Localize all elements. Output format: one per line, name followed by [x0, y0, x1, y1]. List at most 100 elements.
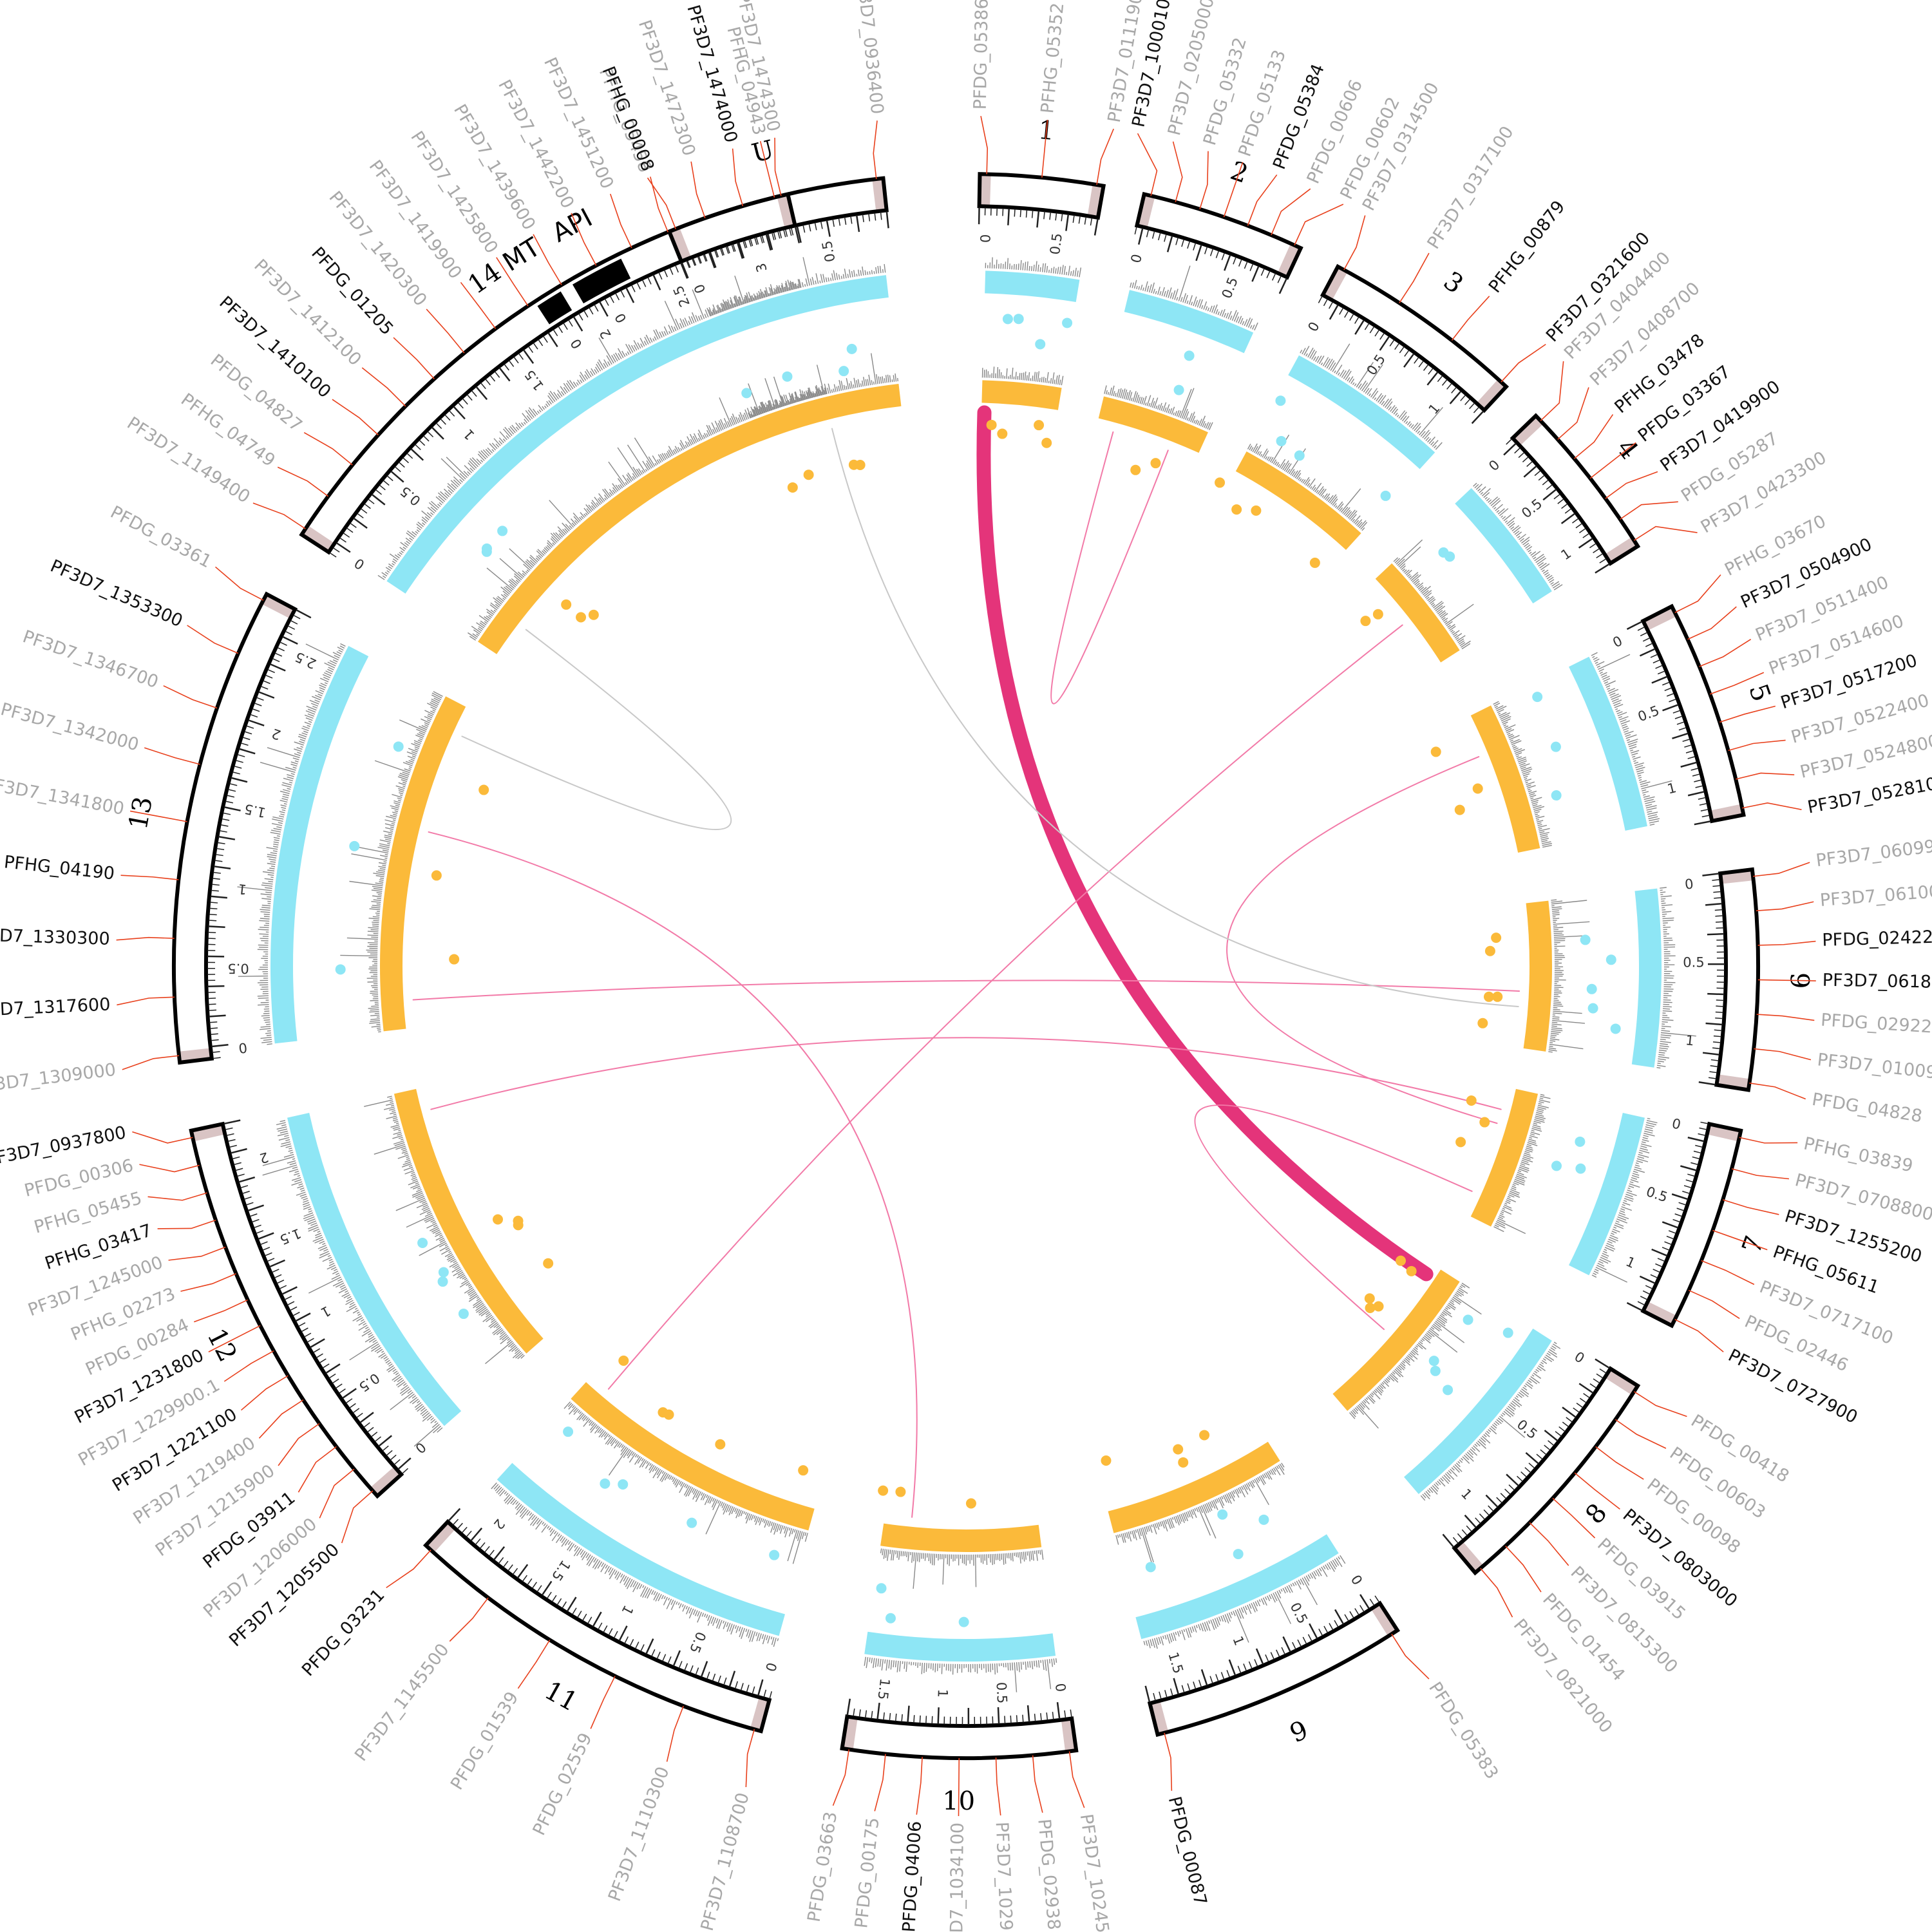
tick-mark [1701, 815, 1710, 818]
tick-mark [419, 439, 426, 446]
tick-mark [572, 1607, 577, 1615]
tick-mark [232, 771, 240, 775]
tick-mark [1639, 1275, 1656, 1284]
snp-marker [1477, 1018, 1488, 1028]
synteny-link [461, 629, 732, 831]
tick-mark [1170, 1688, 1173, 1696]
gene-leader-line [1615, 1419, 1667, 1449]
synteny-link [831, 428, 1519, 1007]
gene-leader-line [1399, 252, 1430, 303]
tick-mark [1359, 1594, 1370, 1609]
tick-mark [1064, 1710, 1066, 1718]
tick-mark [1200, 1669, 1208, 1686]
tick-mark [1700, 1121, 1709, 1124]
tick-label: 0 [1671, 1115, 1682, 1132]
tick-mark [1329, 1623, 1334, 1631]
snp-marker [1484, 945, 1495, 956]
tick-mark [269, 663, 286, 672]
tick-mark [252, 708, 260, 712]
tick-mark [1379, 336, 1390, 351]
tick-mark [672, 1650, 681, 1667]
tick-mark [212, 878, 220, 880]
tick-mark [363, 1422, 370, 1428]
tick-mark [237, 753, 245, 757]
tick-mark [227, 795, 235, 798]
tick-mark [1684, 744, 1692, 748]
gene-leader-line [1557, 387, 1589, 440]
chromosome-band [1643, 606, 1677, 631]
synteny-link [428, 831, 918, 1518]
cyan-track [237, 257, 1696, 1692]
tick-mark [618, 1625, 628, 1642]
cyan-track-segment [1569, 1112, 1645, 1276]
snp-marker [513, 1220, 524, 1231]
tick-mark [1695, 785, 1703, 788]
gene-leader-line [1736, 772, 1795, 780]
tick-mark [1572, 518, 1579, 524]
tick-mark [652, 274, 661, 290]
gene-leader-line [1756, 901, 1814, 911]
snp-marker [1575, 1163, 1586, 1174]
organelle-bar [537, 291, 573, 325]
tick-mark [378, 1435, 392, 1447]
tick-label: 0 [1571, 1349, 1587, 1366]
tick-mark [386, 1450, 393, 1456]
tick-mark [1562, 1421, 1569, 1428]
tick-mark [258, 691, 275, 699]
chromosome-band [1707, 1124, 1741, 1142]
orange-track-segment [1470, 705, 1540, 853]
gene-label: PFDG_05386 [971, 0, 992, 109]
tick-mark [256, 1230, 264, 1234]
tick-mark [1578, 1383, 1594, 1394]
gene-leader-line [874, 1754, 886, 1812]
tick-mark [243, 1196, 252, 1200]
tick-mark [1561, 503, 1568, 509]
tick-mark [339, 1388, 346, 1394]
chromosome-name: 3 [1438, 266, 1468, 299]
tick-label: 0 [412, 1439, 429, 1457]
tick-mark [1714, 909, 1723, 911]
tick-mark [656, 1651, 661, 1660]
gene-leader-line [1633, 1391, 1687, 1417]
gene-label: PF3D7_0618400 [1823, 971, 1932, 993]
snp-marker [1550, 741, 1561, 752]
snp-marker [846, 343, 857, 354]
tick-label: 0.5 [1047, 232, 1065, 256]
tick-mark [1323, 298, 1328, 307]
tick-mark [1637, 1301, 1645, 1306]
tick-mark [686, 260, 690, 269]
organelle-bar [573, 258, 631, 304]
snp-marker [393, 741, 404, 752]
tick-mark [292, 1311, 300, 1316]
tick-mark [522, 1575, 527, 1582]
tick-mark [1698, 797, 1706, 800]
tick-mark [522, 349, 535, 364]
tick-mark [307, 1338, 314, 1343]
tick-mark [736, 242, 744, 259]
tick-mark [1639, 648, 1656, 657]
tick-mark [453, 406, 466, 420]
tick-mark [1685, 1179, 1694, 1183]
tick-mark [546, 1591, 552, 1599]
tick-mark [1036, 211, 1040, 228]
tick-mark [470, 1528, 483, 1542]
gene-leader-line [958, 1757, 960, 1816]
tick-mark [251, 1218, 260, 1223]
tick-mark [1243, 1663, 1247, 1671]
tick-mark [209, 913, 217, 916]
tick-mark [284, 1296, 292, 1300]
tick-mark [1146, 229, 1150, 238]
gene-leader-line [650, 176, 668, 232]
gene-leader-line [1756, 1014, 1815, 1021]
snp-marker [1041, 437, 1052, 448]
tick-mark [1593, 548, 1600, 554]
tick-mark [695, 1667, 699, 1675]
tick-mark [767, 233, 773, 251]
gene-leader-line [460, 281, 497, 329]
chromosome-band [669, 227, 692, 261]
snp-marker [769, 1549, 780, 1560]
coverage-histogram [1656, 887, 1696, 1069]
gene-label: PFDG_04828 [1810, 1090, 1924, 1127]
tick-mark [1678, 1202, 1687, 1206]
tick-mark [1244, 261, 1248, 269]
